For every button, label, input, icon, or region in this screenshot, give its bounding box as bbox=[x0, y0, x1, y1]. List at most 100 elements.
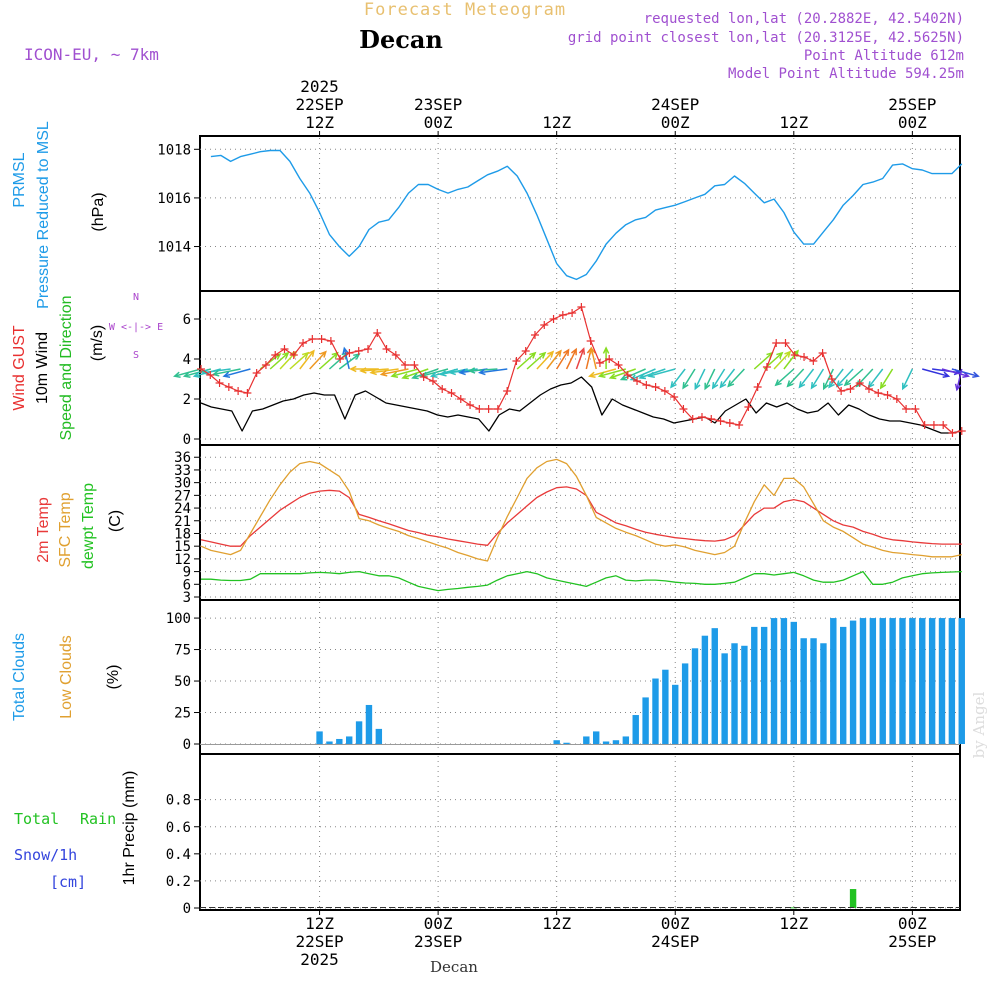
gust-marker bbox=[744, 403, 753, 411]
top-time-label: 24SEP bbox=[651, 95, 699, 114]
y-tick-label: 4 bbox=[183, 352, 191, 368]
wind-arrow bbox=[879, 368, 894, 390]
wind-arrow-shaft bbox=[299, 350, 315, 370]
gust-marker bbox=[911, 405, 920, 413]
wind-arrow-shaft bbox=[223, 368, 251, 377]
wind-arrow-shaft bbox=[402, 368, 429, 379]
wind-arrow-head bbox=[589, 346, 596, 355]
wind-arrow-shaft bbox=[712, 368, 726, 389]
wind-arrow-shaft bbox=[828, 368, 844, 388]
wind-arrow-head bbox=[448, 368, 456, 376]
wind-arrow bbox=[774, 368, 795, 387]
gust-marker bbox=[391, 351, 400, 359]
bottom-time-label: 00Z bbox=[661, 914, 690, 933]
wind-arrow-shaft bbox=[719, 368, 736, 388]
wind-arrow-shaft bbox=[902, 368, 914, 390]
bottom-time-label: 22SEP bbox=[295, 932, 343, 951]
cloud-bars bbox=[200, 618, 965, 745]
top-time-label: 12Z bbox=[779, 113, 808, 132]
gust-marker bbox=[827, 375, 836, 383]
cloud-bar bbox=[810, 638, 817, 744]
y-tick-label: 21 bbox=[174, 514, 191, 530]
wind-arrow-head bbox=[822, 382, 829, 391]
wind-arrow bbox=[516, 351, 537, 370]
gust-marker bbox=[540, 321, 549, 329]
wind-arrow bbox=[954, 368, 963, 392]
wind-arrow-head bbox=[308, 349, 315, 357]
bottom-time-label: 24SEP bbox=[651, 932, 699, 951]
wind-arrow bbox=[299, 349, 315, 370]
panel-labels: PRMSL Pressure Reduced to MSL (hPa) Wind GU… bbox=[11, 121, 163, 891]
wind-arrow bbox=[390, 368, 419, 379]
cloud-bar bbox=[770, 618, 778, 744]
gust-marker bbox=[280, 345, 289, 353]
y-tick-label: 27 bbox=[174, 488, 191, 504]
gust-marker bbox=[484, 405, 493, 413]
wind-series bbox=[173, 303, 980, 437]
wind-arrow-head bbox=[342, 346, 349, 355]
wind-arrow-head bbox=[694, 382, 701, 391]
wind-arrow-shaft bbox=[648, 368, 676, 377]
label-rain: Rain bbox=[80, 810, 116, 828]
wind-arrow-shaft bbox=[269, 352, 289, 370]
wind-arrow-shaft bbox=[783, 350, 799, 370]
cloud-bar bbox=[830, 618, 837, 744]
label-total: Total bbox=[14, 810, 59, 828]
wind-arrow-head bbox=[608, 373, 617, 380]
cloud-bar bbox=[563, 742, 570, 744]
wind-arrow-head bbox=[173, 371, 181, 379]
wind-arrow-head bbox=[784, 350, 792, 358]
wind-arrow-head bbox=[458, 368, 466, 376]
bottom-time-label: 23SEP bbox=[414, 932, 462, 951]
wind-arrow bbox=[608, 368, 636, 380]
y-tick-label: 0 bbox=[183, 901, 191, 917]
wind-arrow bbox=[401, 368, 429, 380]
y-tick-label: 9 bbox=[183, 565, 191, 581]
wind-arrow-shaft bbox=[575, 348, 585, 370]
wind-arrow-shaft bbox=[391, 368, 419, 377]
wind-arrow-head bbox=[359, 367, 367, 374]
wind-arrow-shaft bbox=[546, 350, 562, 370]
cloud-bar bbox=[336, 738, 343, 744]
label-precip-mm: 1hr Precip (mm) bbox=[121, 771, 138, 886]
wind-arrow bbox=[711, 368, 726, 390]
sfc-temp-line bbox=[200, 458, 962, 562]
wind-arrow-head bbox=[704, 382, 711, 391]
cloud-bar bbox=[672, 684, 679, 744]
gust-marker bbox=[707, 415, 716, 423]
gust-marker bbox=[586, 337, 595, 345]
top-time-label: 22SEP bbox=[295, 95, 343, 114]
wind-arrow-shaft bbox=[951, 368, 979, 377]
panel-frame bbox=[199, 753, 961, 911]
wind-arrow-head bbox=[786, 380, 794, 388]
wind-arrow bbox=[379, 368, 409, 377]
wind-arrow-shaft bbox=[880, 368, 894, 389]
wind-arrow bbox=[798, 368, 815, 389]
gust-marker bbox=[243, 389, 252, 397]
compass-we: W <-|-> E bbox=[109, 322, 163, 333]
wind-arrow-shaft bbox=[922, 368, 949, 377]
gust-marker bbox=[874, 389, 883, 397]
y-tick-label: 1018 bbox=[157, 142, 191, 158]
bottom-time-label: 25SEP bbox=[888, 932, 936, 951]
gust-marker bbox=[308, 335, 317, 343]
wind-arrow-head bbox=[477, 368, 486, 376]
wind-arrow bbox=[941, 368, 970, 379]
cloud-bar bbox=[602, 741, 610, 744]
cloud-bar bbox=[958, 618, 965, 744]
cloud-bar bbox=[326, 741, 333, 744]
label-total-clouds: Total Clouds bbox=[11, 633, 28, 721]
bottom-time-label: 12Z bbox=[305, 914, 334, 933]
wind-arrow-shaft bbox=[565, 348, 577, 370]
wind-arrow-shaft bbox=[343, 348, 350, 370]
y-tick-label: 12 bbox=[174, 552, 191, 568]
wind-arrow bbox=[369, 368, 399, 376]
wind-arrow-shaft bbox=[479, 368, 508, 374]
wind-arrow-shaft bbox=[202, 368, 231, 374]
label-sfc-temp: SFC Temp bbox=[57, 492, 74, 567]
gust-marker bbox=[772, 339, 781, 347]
label-wind-gust: Wind GUST bbox=[11, 325, 28, 411]
y-tick-label: 0 bbox=[183, 432, 191, 448]
gust-marker bbox=[197, 365, 205, 373]
wind-arrow bbox=[556, 348, 570, 370]
